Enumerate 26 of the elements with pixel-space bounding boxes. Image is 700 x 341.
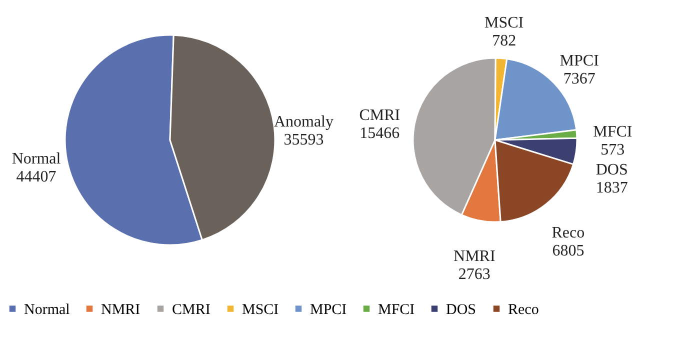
slice-label: DOS	[596, 161, 628, 178]
slice-label: Reco	[552, 224, 585, 242]
legend-label: DOS	[446, 302, 476, 318]
data-label: 2763	[458, 266, 490, 284]
data-label: 15466	[360, 124, 400, 142]
slice-label: Normal	[12, 150, 62, 168]
data-label: 573	[600, 141, 625, 158]
data-label: 782	[492, 32, 516, 50]
legend-label: Reco	[508, 302, 539, 318]
data-label: 44407	[16, 168, 56, 186]
slice-label: CMRI	[359, 106, 400, 124]
legend-label: MPCI	[310, 302, 347, 318]
legend-label: Normal	[24, 302, 70, 318]
legend-label: CMRI	[172, 302, 210, 318]
legend-label: MFCI	[378, 302, 415, 318]
slice-label: MFCI	[593, 123, 632, 140]
slice-label: Anomaly	[274, 113, 334, 130]
slice-label: MSCI	[484, 14, 524, 32]
data-label: 7367	[563, 70, 596, 88]
data-label: 6805	[552, 242, 584, 260]
slice-label: MPCI	[560, 52, 599, 70]
legend-label: MSCI	[242, 302, 279, 318]
slice-label: NMRI	[454, 248, 496, 266]
legend-label: NMRI	[101, 302, 140, 318]
data-label: 35593	[284, 131, 324, 148]
data-label: 1837	[596, 179, 628, 196]
